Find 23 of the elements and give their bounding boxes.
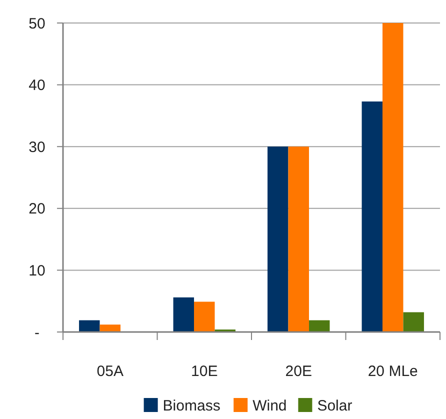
legend-label: Biomass bbox=[162, 397, 220, 414]
bar bbox=[382, 23, 404, 332]
bar bbox=[79, 320, 100, 332]
legend-label: Wind bbox=[252, 397, 287, 414]
y-tick-label: 40 bbox=[28, 77, 46, 94]
bar bbox=[173, 297, 194, 332]
y-tick-label: - bbox=[34, 324, 40, 342]
y-tick-label: 50 bbox=[28, 15, 46, 32]
bar bbox=[100, 324, 120, 332]
bar bbox=[268, 146, 288, 332]
x-tick-label: 10E bbox=[191, 363, 218, 380]
x-tick-label: 05A bbox=[96, 363, 124, 380]
bar bbox=[288, 146, 309, 332]
y-tick-label: 10 bbox=[28, 262, 46, 280]
legend-label: Solar bbox=[317, 397, 352, 414]
x-tick-label: 20 MLe bbox=[368, 363, 418, 380]
x-tick-label: 20E bbox=[285, 363, 312, 380]
bar bbox=[403, 312, 424, 332]
bar bbox=[194, 302, 215, 332]
bar bbox=[308, 320, 330, 332]
bar bbox=[362, 101, 383, 332]
y-tick-label: 30 bbox=[28, 138, 46, 156]
y-tick-label: 20 bbox=[28, 200, 46, 218]
